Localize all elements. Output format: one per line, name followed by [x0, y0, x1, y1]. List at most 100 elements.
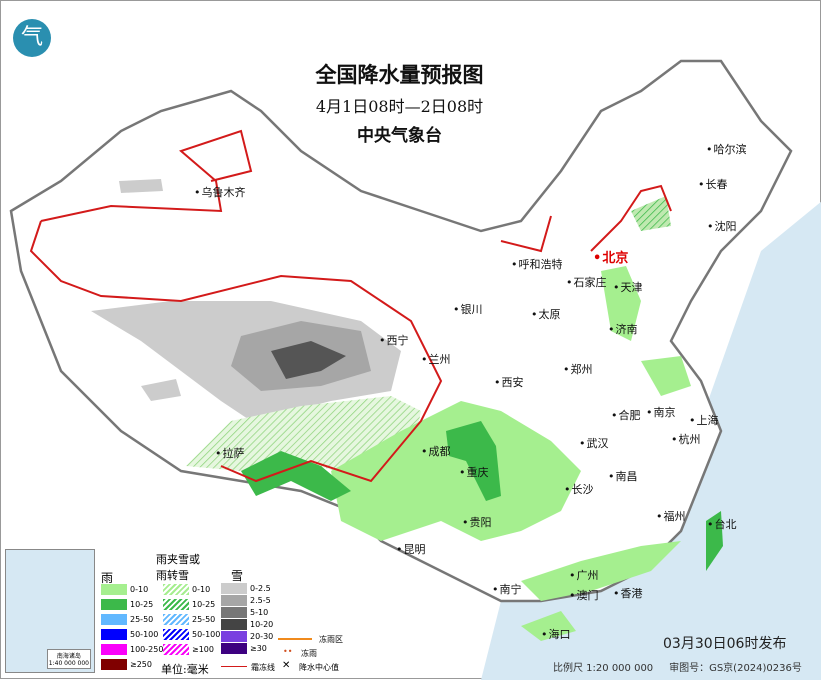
- legend-precip-center: 降水中心值: [299, 663, 339, 672]
- freezing-rain-icon: ••: [283, 647, 293, 656]
- rain-area-moderate: [446, 421, 501, 501]
- legend-label-rain: 25-50: [130, 615, 154, 624]
- rain-area-jiangsu: [641, 356, 691, 396]
- city-label: 太原: [531, 306, 561, 322]
- legend-swatch-snow: [221, 607, 247, 618]
- city-label: 武汉: [579, 435, 609, 451]
- legend-freezing-rain: 冻雨: [301, 649, 317, 658]
- legend-label-rain: 10-25: [130, 600, 154, 609]
- legend-label-snow: 5-10: [250, 608, 269, 617]
- legend-rain-title: 雨: [101, 571, 114, 585]
- legend-label-snow: 0-2.5: [250, 584, 271, 593]
- city-label: 北京: [593, 247, 628, 266]
- legend-label-sleet: 25-50: [192, 615, 216, 624]
- freezing-rain-area-symbol: [278, 638, 312, 640]
- city-label: 福州: [656, 508, 686, 524]
- issue-time: 03月30日06时发布: [663, 636, 787, 652]
- legend-swatch-snow: [221, 631, 247, 642]
- legend-label-snow: 10-20: [250, 620, 274, 629]
- legend-frost-line: 霜冻线: [251, 663, 275, 672]
- city-label: 南京: [646, 404, 676, 420]
- frost-line: [29, 129, 672, 483]
- frost-line-symbol: [221, 666, 247, 667]
- legend-swatch-rain: [101, 659, 127, 670]
- legend-label-rain: 100-250: [130, 645, 164, 654]
- precip-center-icon: ✕: [282, 660, 291, 671]
- legend-swatch-sleet: [163, 599, 189, 610]
- sleet-area-northeast: [631, 196, 671, 231]
- cma-logo-icon: 气: [13, 19, 51, 57]
- city-label: 西安: [494, 374, 524, 390]
- legend-swatch-snow: [221, 643, 247, 654]
- city-label: 石家庄: [566, 274, 607, 290]
- map-title: 全国降水量预报图: [315, 62, 484, 87]
- city-label: 台北: [707, 516, 737, 532]
- legend-swatch-snow: [221, 619, 247, 630]
- legend-freezing-rain-area: 冻雨区: [319, 635, 343, 644]
- legend-swatch-sleet: [163, 629, 189, 640]
- city-label: 哈尔滨: [706, 141, 747, 157]
- snow-area-west: [141, 379, 181, 401]
- city-label: 香港: [613, 585, 643, 601]
- map-approval-number: 审图号：GS京(2024)0236号: [669, 663, 802, 674]
- legend-label-sleet: 50-100: [192, 630, 221, 639]
- legend-swatch-snow: [221, 583, 247, 594]
- city-label: 海口: [541, 626, 571, 642]
- legend-unit: 单位:毫米: [161, 663, 209, 676]
- city-label: 长春: [698, 176, 728, 192]
- inset-scale: 1:40 000 000: [48, 660, 89, 667]
- city-label: 上海: [689, 412, 719, 428]
- city-label: 乌鲁木齐: [194, 184, 246, 200]
- snow-area-heavy: [271, 341, 346, 379]
- rain-area-tibet: [241, 451, 351, 501]
- legend-label-sleet: ≥100: [192, 645, 214, 654]
- city-label: 南宁: [492, 581, 522, 597]
- legend-label-rain: ≥250: [130, 660, 152, 669]
- city-label: 济南: [608, 321, 638, 337]
- legend-label-snow: 20-30: [250, 632, 274, 641]
- legend-swatch-rain: [101, 614, 127, 625]
- legend-label-sleet: 0-10: [192, 585, 211, 594]
- city-label: 成都: [421, 443, 451, 459]
- city-label: 拉萨: [215, 445, 245, 461]
- city-label: 合肥: [611, 407, 641, 423]
- city-label: 南昌: [608, 468, 638, 484]
- legend-swatch-rain: [101, 644, 127, 655]
- rain-area-light: [331, 401, 581, 541]
- city-label: 杭州: [671, 431, 701, 447]
- forecast-period: 4月1日08时—2日08时: [315, 97, 484, 116]
- city-label: 兰州: [421, 351, 451, 367]
- city-label: 郑州: [563, 361, 593, 377]
- legend-swatch-rain: [101, 599, 127, 610]
- legend-swatch-sleet: [163, 614, 189, 625]
- legend-label-sleet: 10-25: [192, 600, 216, 609]
- legend-label-snow: 2.5-5: [250, 596, 271, 605]
- legend-swatch-rain: [101, 584, 127, 595]
- city-label: 天津: [613, 279, 643, 295]
- footer: 比例尺 1:20 000 000 审图号：GS京(2024)0236号: [553, 659, 802, 674]
- legend-label-rain: 50-100: [130, 630, 159, 639]
- legend-snow-title: 雪: [231, 569, 244, 583]
- city-label: 长沙: [564, 481, 594, 497]
- city-label: 澳门: [569, 587, 599, 603]
- snow-area-xinjiang: [119, 179, 163, 193]
- south-china-sea-inset: 南海诸岛 1:40 000 000: [5, 549, 95, 673]
- issuer: 中央气象台: [357, 126, 442, 146]
- city-label: 昆明: [396, 541, 426, 557]
- city-label: 沈阳: [707, 218, 737, 234]
- city-label: 广州: [569, 567, 599, 583]
- legend-label-snow: ≥30: [250, 644, 267, 653]
- city-label: 银川: [453, 301, 483, 317]
- map-scale: 比例尺 1:20 000 000: [553, 663, 654, 674]
- city-label: 西宁: [379, 332, 409, 348]
- legend-swatch-snow: [221, 595, 247, 606]
- city-label: 呼和浩特: [511, 256, 563, 272]
- legend-swatch-sleet: [163, 584, 189, 595]
- legend-swatch-rain: [101, 629, 127, 640]
- legend-label-rain: 0-10: [130, 585, 149, 594]
- inset-label: 南海诸岛: [56, 653, 81, 660]
- city-label: 贵阳: [462, 514, 492, 530]
- rain-area-south: [521, 541, 681, 601]
- legend-swatch-sleet: [163, 644, 189, 655]
